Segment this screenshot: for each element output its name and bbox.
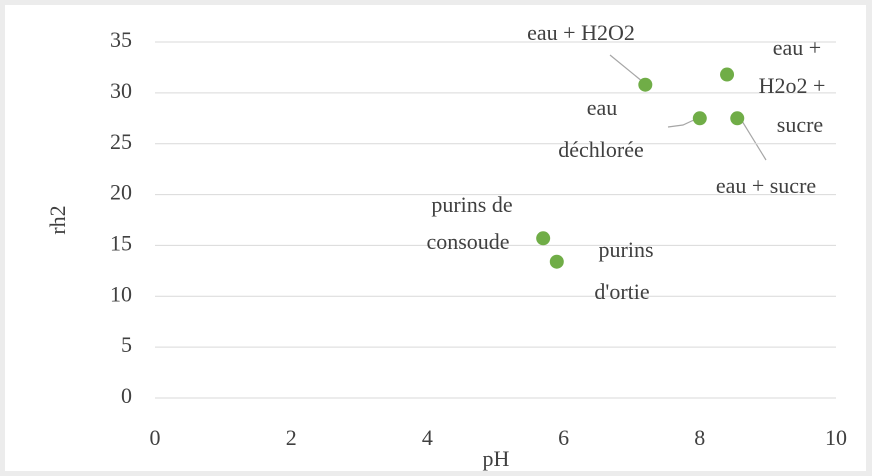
y-tick-label: 20 (110, 180, 132, 205)
y-tick-label: 10 (110, 281, 132, 306)
point-label: purins (599, 237, 654, 262)
data-point (549, 254, 564, 269)
point-label: H2o2 + (759, 73, 826, 98)
y-tick-label: 15 (110, 230, 132, 255)
data-point (692, 111, 707, 126)
y-tick-label: 5 (121, 332, 132, 357)
leader-line (667, 118, 697, 128)
x-axis-title: pH (483, 446, 510, 471)
point-label: eau (587, 95, 618, 120)
leader-line (741, 120, 767, 161)
y-tick-label: 35 (110, 27, 132, 52)
point-label: purins de (431, 192, 512, 217)
point-label: consoude (426, 229, 509, 254)
point-label: eau + H2O2 (527, 20, 635, 45)
point-label: eau + (773, 35, 821, 60)
chart-background (5, 5, 866, 471)
leader-line (609, 54, 644, 83)
x-tick-label: 0 (150, 425, 161, 450)
data-point (638, 77, 653, 92)
x-tick-label: 8 (694, 425, 705, 450)
point-label: eau + sucre (716, 173, 816, 198)
x-tick-label: 2 (286, 425, 297, 450)
x-tick-label: 10 (825, 425, 847, 450)
point-label: d'ortie (594, 279, 649, 304)
y-axis-title: rh2 (45, 205, 70, 234)
x-tick-label: 6 (558, 425, 569, 450)
data-point (730, 111, 745, 126)
data-point (720, 67, 735, 82)
point-label: déchlorée (558, 137, 644, 162)
data-point (536, 231, 551, 246)
point-label: sucre (777, 112, 823, 137)
y-tick-label: 30 (110, 78, 132, 103)
y-tick-label: 25 (110, 129, 132, 154)
y-tick-label: 0 (121, 383, 132, 408)
x-tick-label: 4 (422, 425, 433, 450)
